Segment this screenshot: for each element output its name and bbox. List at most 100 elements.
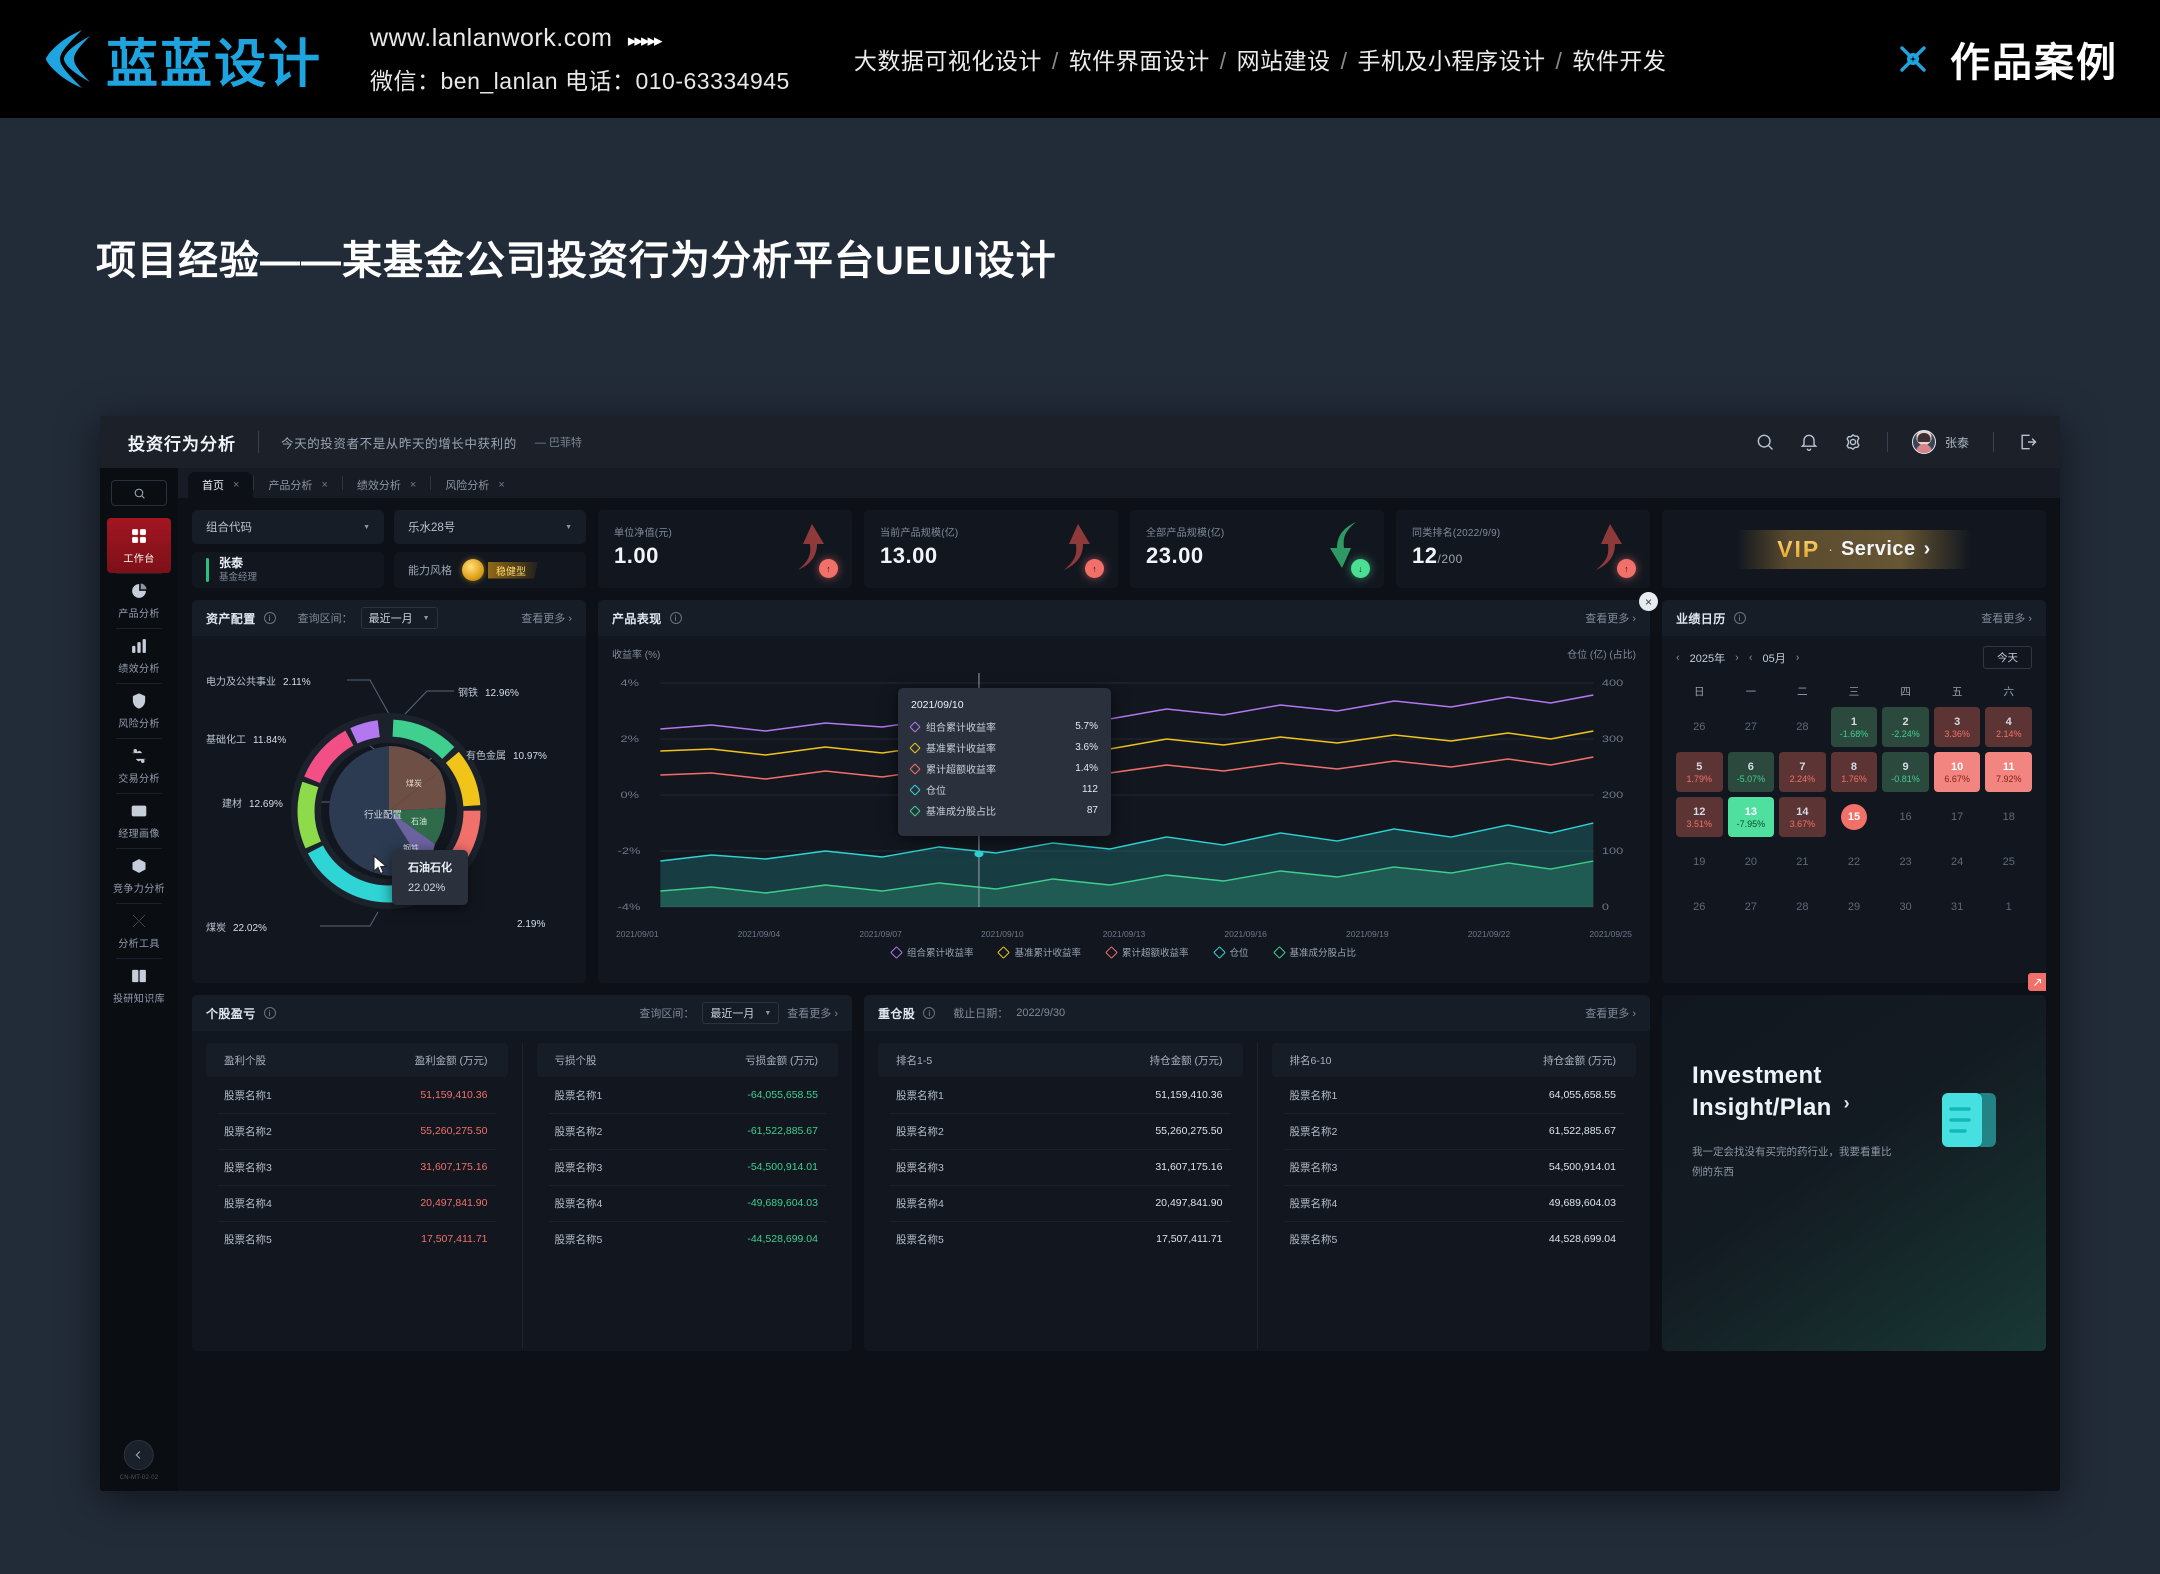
holdings-more-link[interactable]: 查看更多 › — [1585, 1008, 1636, 1020]
table-row[interactable]: 股票名称1 64,055,658.55 — [1272, 1077, 1637, 1113]
calendar-day-28[interactable]: 26 — [1676, 887, 1723, 927]
calendar-day-4[interactable]: 2 -2.24% — [1882, 707, 1929, 747]
calendar-day-19[interactable]: 17 — [1934, 797, 1981, 837]
collapse-icon[interactable] — [123, 1440, 154, 1470]
sidebar-search-button[interactable] — [111, 480, 167, 506]
today-button[interactable]: 今天 — [1983, 646, 2032, 669]
calendar-day-32[interactable]: 30 — [1882, 887, 1929, 927]
allocation-range-select[interactable]: 最近一月 ▼ — [360, 607, 438, 629]
info-icon[interactable]: i — [1733, 612, 1746, 624]
legend-item-4[interactable]: 基准成分股占比 — [1272, 945, 1356, 959]
calendar-day-12[interactable]: 10 6.67% — [1933, 752, 1981, 792]
table-row[interactable]: 股票名称2 -61,522,885.67 — [537, 1113, 839, 1149]
feedback-button[interactable] — [2028, 973, 2046, 991]
tab-2[interactable]: 绩效分析 × — [343, 472, 430, 498]
calendar-day-14[interactable]: 12 3.51% — [1676, 797, 1723, 837]
sidebar-item-2[interactable]: 绩效分析 — [107, 628, 171, 683]
calendar-day-34[interactable]: 1 — [1985, 887, 2032, 927]
sidebar-item-1[interactable]: 产品分析 — [107, 573, 171, 628]
calendar-day-33[interactable]: 31 — [1934, 887, 1981, 927]
calendar-day-7[interactable]: 5 1.79% — [1676, 752, 1723, 792]
calendar-more-link[interactable]: 查看更多 › — [1981, 613, 2032, 625]
table-row[interactable]: 股票名称2 55,260,275.50 — [878, 1113, 1243, 1149]
calendar-day-0[interactable]: 26 — [1676, 707, 1723, 747]
table-row[interactable]: 股票名称4 20,497,841.90 — [878, 1185, 1243, 1221]
tab-0[interactable]: 首页 × — [188, 472, 254, 498]
table-row[interactable]: 股票名称3 -54,500,914.01 — [537, 1149, 839, 1185]
legend-item-2[interactable]: 累计超额收益率 — [1105, 945, 1189, 959]
calendar-day-10[interactable]: 8 1.76% — [1830, 752, 1878, 792]
close-icon[interactable]: × — [498, 479, 505, 491]
table-row[interactable]: 股票名称3 54,500,914.01 — [1272, 1149, 1637, 1185]
user-menu[interactable]: 张泰 — [1911, 430, 1969, 454]
bell-icon[interactable] — [1799, 432, 1819, 452]
table-row[interactable]: 股票名称5 17,507,411.71 — [878, 1221, 1243, 1257]
tab-1[interactable]: 产品分析 × — [254, 472, 341, 498]
calendar-day-18[interactable]: 16 — [1882, 797, 1929, 837]
table-row[interactable]: 股票名称2 55,260,275.50 — [206, 1113, 508, 1149]
next-month-button[interactable]: › — [1795, 651, 1800, 664]
info-icon[interactable]: i — [263, 1007, 276, 1019]
close-icon[interactable]: × — [321, 479, 328, 491]
table-row[interactable]: 股票名称5 17,507,411.71 — [206, 1221, 508, 1257]
calendar-day-5[interactable]: 3 3.36% — [1933, 707, 1981, 747]
calendar-day-24[interactable]: 22 — [1831, 842, 1878, 882]
calendar-day-8[interactable]: 6 -5.07% — [1727, 752, 1775, 792]
calendar-day-29[interactable]: 27 — [1728, 887, 1775, 927]
vip-service-banner[interactable]: VIP · Service › — [1662, 510, 2046, 588]
table-row[interactable]: 股票名称2 61,522,885.67 — [1272, 1113, 1637, 1149]
calendar-day-27[interactable]: 25 — [1985, 842, 2032, 882]
legend-item-3[interactable]: 仓位 — [1212, 945, 1249, 959]
pnl-range-select[interactable]: 最近一月 ▼ — [702, 1002, 780, 1024]
close-icon[interactable]: × — [409, 479, 417, 491]
table-row[interactable]: 股票名称5 44,528,699.04 — [1272, 1221, 1637, 1257]
calendar-day-30[interactable]: 28 — [1779, 887, 1826, 927]
sidebar-item-4[interactable]: 交易分析 — [107, 738, 171, 793]
calendar-day-16[interactable]: 14 3.67% — [1779, 797, 1826, 837]
calendar-day-20[interactable]: 18 — [1985, 797, 2032, 837]
calendar-day-21[interactable]: 19 — [1676, 842, 1723, 882]
close-icon[interactable]: × — [233, 479, 240, 491]
table-row[interactable]: 股票名称4 -49,689,604.03 — [537, 1185, 839, 1221]
calendar-day-9[interactable]: 7 2.24% — [1779, 752, 1826, 792]
sidebar-item-5[interactable]: 经理画像 — [107, 793, 171, 848]
pnl-more-link[interactable]: 查看更多 › — [787, 1008, 838, 1020]
sidebar-item-0[interactable]: 工作台 — [107, 518, 171, 573]
table-row[interactable]: 股票名称3 31,607,175.16 — [206, 1149, 508, 1185]
prev-month-button[interactable]: ‹ — [1748, 651, 1753, 664]
calendar-day-15[interactable]: 13 -7.95% — [1727, 797, 1775, 837]
sidebar-item-6[interactable]: 竞争力分析 — [107, 848, 171, 903]
table-row[interactable]: 股票名称3 31,607,175.16 — [878, 1149, 1243, 1185]
portfolio-code-select[interactable]: 组合代码 ▼ — [192, 510, 384, 544]
calendar-day-26[interactable]: 24 — [1934, 842, 1981, 882]
investment-insight-panel[interactable]: Investment Insight/Plan › 我一定会找没有买完的药行业，我… — [1662, 995, 2046, 1351]
table-row[interactable]: 股票名称4 20,497,841.90 — [206, 1185, 508, 1221]
table-row[interactable]: 股票名称1 51,159,410.36 — [878, 1077, 1243, 1113]
next-year-button[interactable]: › — [1735, 651, 1739, 664]
calendar-day-11[interactable]: 9 -0.81% — [1882, 752, 1929, 792]
calendar-day-17[interactable]: 15 — [1831, 797, 1878, 837]
table-row[interactable]: 股票名称1 51,159,410.36 — [206, 1077, 508, 1113]
prev-year-button[interactable]: ‹ — [1676, 651, 1680, 664]
portfolio-name-select[interactable]: 乐水28号 ▼ — [394, 510, 586, 544]
calendar-day-23[interactable]: 21 — [1779, 842, 1826, 882]
table-row[interactable]: 股票名称5 -44,528,699.04 — [537, 1221, 839, 1257]
table-row[interactable]: 股票名称1 -64,055,658.55 — [537, 1077, 839, 1113]
info-icon[interactable]: i — [669, 612, 682, 624]
legend-item-1[interactable]: 基准累计收益率 — [997, 945, 1081, 959]
calendar-day-13[interactable]: 11 7.92% — [1985, 752, 2032, 792]
allocation-more-link[interactable]: 查看更多 › — [521, 613, 572, 625]
calendar-day-3[interactable]: 1 -1.68% — [1830, 707, 1878, 747]
sidebar-item-8[interactable]: 投研知识库 — [107, 958, 171, 1013]
gear-icon[interactable] — [1843, 432, 1863, 452]
calendar-day-25[interactable]: 23 — [1882, 842, 1929, 882]
table-row[interactable]: 股票名称4 49,689,604.03 — [1272, 1185, 1637, 1221]
sidebar-item-7[interactable]: 分析工具 — [107, 903, 171, 958]
legend-item-0[interactable]: 组合累计收益率 — [890, 945, 973, 959]
calendar-day-2[interactable]: 28 — [1779, 707, 1826, 747]
tab-3[interactable]: 风险分析 × — [431, 472, 518, 498]
close-icon[interactable]: × — [1639, 592, 1658, 611]
performance-more-link[interactable]: 查看更多 › — [1585, 613, 1636, 625]
calendar-day-6[interactable]: 4 2.14% — [1985, 707, 2032, 747]
logout-icon[interactable] — [2018, 432, 2038, 452]
